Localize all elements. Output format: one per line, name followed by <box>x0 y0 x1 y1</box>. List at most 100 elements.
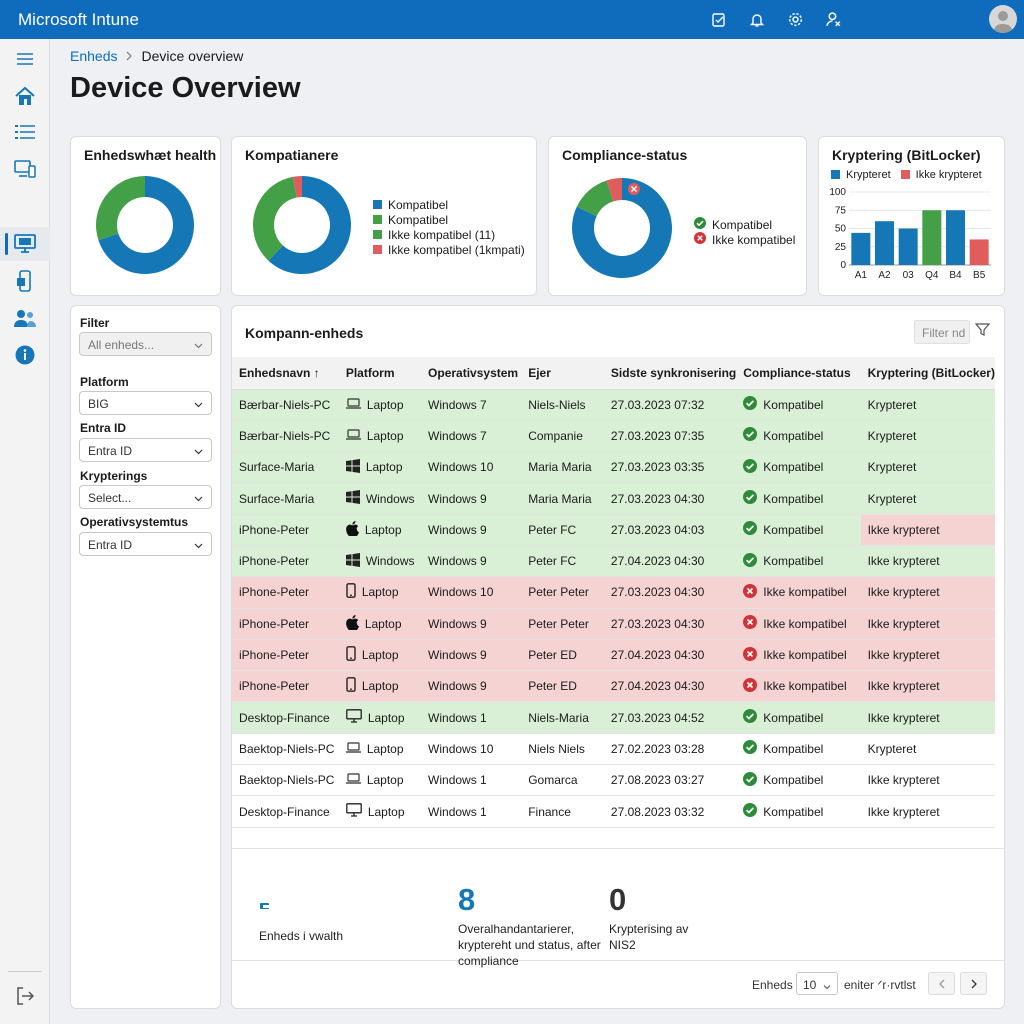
column-header-owner[interactable]: Ejer <box>521 357 604 390</box>
filter-panel: Filter All enheds... Platform BIG Entra … <box>70 305 221 1009</box>
table-row[interactable]: Desktop-Finance Laptop Windows 1 Finance 27.… <box>232 795 995 828</box>
cell-owner: Maria Maria <box>521 451 604 484</box>
device-name: Bærbar-Niels-PC <box>239 428 331 443</box>
legend-item: Ikke krypteret <box>900 167 982 182</box>
os-select[interactable]: Entra ID <box>79 532 212 556</box>
cell-os: Windows 1 <box>421 701 522 734</box>
kryptering-select[interactable]: Select... <box>79 485 212 509</box>
table-row[interactable]: iPhone-Peter Laptop Windows 9 Peter ED 27.04… <box>232 670 995 703</box>
table-row[interactable]: Surface-Maria Windows Windows 9 Maria Maria… <box>232 482 995 515</box>
page-size-select[interactable]: 10 <box>796 972 838 995</box>
cell-device-name[interactable]: Surface-Maria <box>232 451 339 484</box>
legend-swatch-red <box>373 245 382 254</box>
check-circle-icon <box>743 427 758 444</box>
cell-os: Windows 9 <box>421 670 522 703</box>
devices-icon[interactable] <box>0 152 50 186</box>
page-title: Device Overview <box>70 72 301 104</box>
compliance-text: Kompatibel <box>763 554 824 569</box>
cell-owner: Peter FC <box>521 514 604 546</box>
table-row[interactable]: iPhone-Peter Laptop Windows 10 Peter Peter 2… <box>232 576 995 609</box>
table-row[interactable]: Baektop-Niels-PC Laptop Windows 10 Niels Ni… <box>232 733 995 766</box>
help-person-icon[interactable] <box>814 0 852 39</box>
legend-label: Ikke kompatibel (11) <box>388 227 496 242</box>
next-page-button[interactable] <box>960 972 987 995</box>
cell-device-name[interactable]: Bærbar-Niels-PC <box>232 389 339 421</box>
cell-os: Windows 9 <box>421 608 522 640</box>
cell-device-name[interactable]: iPhone-Peter <box>232 639 339 672</box>
table-row[interactable]: Bærbar-Niels-PC Laptop Windows 7 Niels-Niel… <box>232 389 995 421</box>
filter-select[interactable]: All enheds... <box>79 332 212 356</box>
cell-device-name[interactable]: Surface-Maria <box>232 482 339 515</box>
apps-icon[interactable] <box>0 264 50 298</box>
chevron-down-icon <box>194 539 203 553</box>
health-card: Enhedswhæt health <box>70 136 221 296</box>
gear-icon[interactable] <box>776 0 814 39</box>
column-header-compliance[interactable]: Compliance-status <box>736 357 861 390</box>
cell-platform: Windows <box>338 482 422 515</box>
sign-out-icon[interactable] <box>0 979 50 1013</box>
cell-platform: Laptop <box>338 576 422 609</box>
table-row[interactable]: Desktop-Finance Laptop Windows 1 Niels-Mari… <box>232 701 995 734</box>
x-circle-icon <box>743 583 758 601</box>
bell-icon[interactable] <box>738 0 776 39</box>
cell-device-name[interactable]: Baektop-Niels-PC <box>232 764 339 797</box>
platform-select[interactable]: BIG <box>79 391 212 415</box>
filter-icon[interactable] <box>974 322 991 342</box>
breadcrumb-link-enheds[interactable]: Enheds <box>70 48 118 64</box>
stat-overall-value: 8 <box>458 882 476 917</box>
column-header-encryption[interactable]: Kryptering (BitLocker) <box>860 357 995 390</box>
table-row[interactable]: Baektop-Niels-PC Laptop Windows 1 Gomarca 27… <box>232 764 995 797</box>
donut-slice <box>268 176 351 274</box>
cell-platform: Laptop <box>338 733 422 766</box>
legend-label: Ikke kompatibel <box>712 232 796 247</box>
cell-compliance: Kompatibel <box>736 701 861 734</box>
table-row[interactable]: Surface-Maria Laptop Windows 10 Maria Maria… <box>232 451 995 484</box>
menu-icon[interactable] <box>0 42 50 76</box>
column-header-last-sync[interactable]: Sidste synkronisering <box>603 357 737 390</box>
list-icon[interactable] <box>0 115 50 149</box>
column-header-name[interactable]: Enhedsnavn ↑ <box>232 357 339 390</box>
info-icon[interactable] <box>0 338 50 372</box>
cell-device-name[interactable]: Bærbar-Niels-PC <box>232 420 339 453</box>
table-filter-input[interactable]: Filter nd <box>914 320 970 344</box>
cell-device-name[interactable]: iPhone-Peter <box>232 670 339 703</box>
table-row[interactable]: iPhone-Peter Windows Windows 9 Peter FC 27.0… <box>232 545 995 578</box>
check-circle-icon <box>743 771 758 789</box>
cell-os: Windows 1 <box>421 764 522 797</box>
cell-os: Windows 1 <box>421 795 522 828</box>
cell-device-name[interactable]: iPhone-Peter <box>232 576 339 609</box>
entra-select[interactable]: Entra ID <box>79 438 212 462</box>
cell-device-name[interactable]: Baektop-Niels-PC <box>232 733 339 766</box>
column-header-os[interactable]: Operativsystem <box>421 357 522 390</box>
laptop-icon <box>345 429 361 443</box>
phone-icon <box>346 583 356 601</box>
check-circle-icon <box>694 217 706 232</box>
previous-page-button[interactable] <box>928 972 955 995</box>
cell-device-name[interactable]: Desktop-Finance <box>232 795 339 828</box>
feedback-icon[interactable] <box>700 0 738 39</box>
donut-slice <box>606 178 622 202</box>
cell-owner: Peter ED <box>521 639 604 672</box>
cell-last-sync: 27.03.2023 04:30 <box>603 608 737 640</box>
cell-os: Windows 9 <box>421 545 522 578</box>
cell-encryption: Ikke krypteret <box>860 701 995 734</box>
device-name: iPhone-Peter <box>239 554 310 569</box>
users-icon[interactable] <box>0 301 50 335</box>
cell-device-name[interactable]: iPhone-Peter <box>232 545 339 578</box>
table-row[interactable]: iPhone-Peter Laptop Windows 9 Peter ED 27.04… <box>232 639 995 672</box>
column-header-platform[interactable]: Platform <box>338 357 422 390</box>
compliance-text: Kompatibel <box>763 804 824 819</box>
cell-device-name[interactable]: Desktop-Finance <box>232 701 339 734</box>
avatar[interactable] <box>989 5 1017 33</box>
cell-platform: Laptop <box>338 639 422 672</box>
table-row[interactable]: iPhone-Peter Laptop Windows 9 Peter FC 27.03… <box>232 514 995 546</box>
table-row[interactable]: Bærbar-Niels-PC Laptop Windows 7 Companie 27… <box>232 420 995 453</box>
cell-encryption: Ikke krypteret <box>860 545 995 578</box>
home-icon[interactable] <box>0 79 50 113</box>
cell-compliance: Kompatibel <box>736 420 861 453</box>
table-row[interactable]: iPhone-Peter Laptop Windows 9 Peter Peter 27… <box>232 608 995 640</box>
cell-device-name[interactable]: iPhone-Peter <box>232 608 339 640</box>
cell-device-name[interactable]: iPhone-Peter <box>232 514 339 546</box>
platform-text: Laptop <box>366 397 404 412</box>
device-overview-icon[interactable] <box>0 227 50 261</box>
